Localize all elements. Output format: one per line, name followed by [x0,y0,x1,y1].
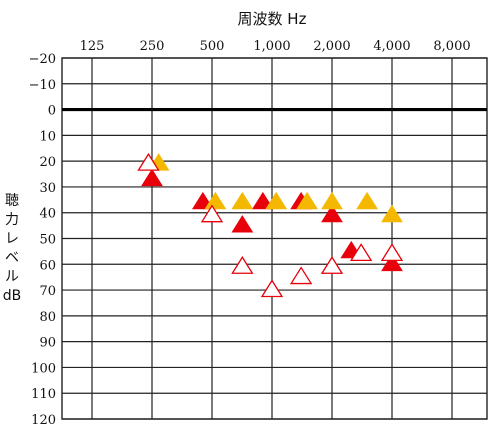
outline-triangle-red-point [260,279,284,298]
outline-triangle-red-point [380,243,404,262]
filled-triangle-amber-point [265,191,288,210]
y-tick-label: 20 [39,155,56,170]
y-axis-label-char: 聴 [5,193,19,209]
filled-triangle-red-point [381,253,403,272]
chart-title: 周波数 Hz [238,10,307,28]
filled-triangle-amber-point [321,191,343,210]
outline-triangle-red-point [231,256,254,274]
y-axis-label-char: レ [5,231,19,247]
x-tick-label: 8,000 [433,39,470,54]
filled-triangle-amber-point [204,191,227,210]
filled-triangle-red-point [231,215,254,233]
x-tick-label: 250 [140,39,165,54]
y-tick-label: 100 [31,361,56,376]
outline-triangle-red-point [320,256,344,274]
x-axis-ticks: 125 250 500 1,000 2,000 4,000 8,000 [80,39,471,54]
y-tick-label: 30 [39,181,56,196]
y-axis-label-char: 力 [5,212,19,228]
plot-frame [61,57,488,420]
filled-triangle-red-point [321,204,343,223]
x-tick-label: 500 [200,39,225,54]
y-tick-label: 0 [48,104,56,119]
filled-triangle-amber-point [381,204,403,223]
y-tick-label: −10 [29,78,56,93]
x-tick-label: 1,000 [253,39,290,54]
y-tick-label: 90 [39,336,56,351]
outline-triangle-red-point [200,204,224,223]
filled-triangle-amber-point [231,191,254,210]
outline-triangle-red-point [137,152,160,171]
y-tick-label: 40 [39,207,56,222]
x-tick-label: 125 [80,39,105,54]
y-axis-label-char: ル [5,269,19,285]
data-points [137,152,404,298]
outline-triangle-red-point [349,243,373,262]
y-tick-label: 10 [39,129,56,144]
y-axis-label-char: dB [3,288,22,304]
y-tick-label: 70 [39,284,56,299]
x-tick-label: 2,000 [313,39,350,54]
filled-triangle-red-point [141,168,163,187]
y-tick-label: 50 [39,233,56,248]
filled-triangle-amber-point [356,191,378,210]
y-tick-label: −20 [29,52,56,67]
y-tick-label: 110 [31,387,56,402]
filled-triangle-amber-point [296,191,318,210]
outline-triangle-red-point [289,266,313,285]
y-tick-label: 60 [39,258,56,273]
y-tick-label: 80 [39,310,56,325]
y-axis-ticks: −20 −10 0 10 20 30 40 50 60 70 80 90 100 110 120 [29,52,56,428]
grid [61,57,488,420]
x-tick-label: 4,000 [373,39,410,54]
filled-triangle-red-point [251,191,274,210]
y-axis-label-char: ベ [5,250,19,266]
y-tick-label: 120 [31,413,56,428]
